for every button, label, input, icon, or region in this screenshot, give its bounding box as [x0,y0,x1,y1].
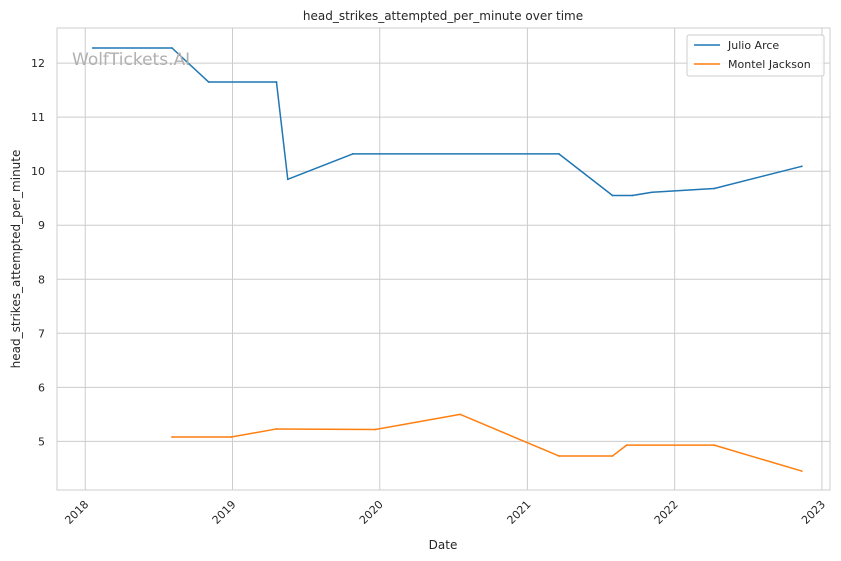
data-point-julio-arce [171,47,173,49]
plot-area [56,27,831,491]
x-tick-label: 2022 [652,498,681,527]
watermark-text: WolfTickets.AI [72,50,190,70]
y-tick-label: 9 [38,219,45,232]
x-tick-label: 2019 [210,498,239,527]
data-point-julio-arce [651,191,653,194]
legend-label-julio-arce: Julio Arce [727,39,779,52]
legend-box [686,34,825,77]
x-tick-label: 2018 [62,498,91,527]
data-point-julio-arce [713,187,716,190]
x-tick-label: 2021 [505,498,534,527]
data-point-montel-jackson [374,428,377,431]
y-tick-label: 7 [38,327,45,340]
x-axis-label: Date [429,538,458,552]
series-line-julio-arce [92,47,802,197]
y-tick-label: 12 [31,57,45,70]
data-point-montel-jackson [275,428,278,430]
data-point-julio-arce [351,153,354,155]
series-line-montel-jackson [171,413,802,472]
y-tick-label: 11 [31,111,45,124]
data-point-julio-arce [275,81,278,83]
data-point-julio-arce [286,178,289,181]
data-point-julio-arce [631,194,634,197]
y-tick-label: 8 [38,273,45,286]
grid-lines [57,28,830,490]
data-point-julio-arce [611,194,614,197]
data-point-julio-arce [92,47,94,49]
y-tick-label: 6 [38,381,45,394]
data-point-montel-jackson [625,444,628,447]
y-tick-label: 10 [31,165,45,178]
data-point-montel-jackson [459,413,461,416]
data-point-montel-jackson [230,436,233,438]
legend-label-montel-jackson: Montel Jackson [728,58,811,71]
data-point-julio-arce [207,81,210,83]
series-lines [92,47,803,472]
data-point-julio-arce [800,165,803,168]
data-point-montel-jackson [557,455,560,457]
data-point-montel-jackson [611,455,614,457]
data-point-montel-jackson [171,436,173,438]
x-tick-label: 2023 [799,498,828,527]
data-point-julio-arce [557,153,560,155]
legend: Julio Arce Montel Jackson [686,34,825,77]
data-point-montel-jackson [800,470,803,472]
y-tick-label: 5 [38,435,45,448]
y-axis-label: head_strikes_attempted_per_minute [9,150,23,369]
data-point-montel-jackson [713,444,716,447]
chart-title: head_strikes_attempted_per_minute over t… [303,9,583,23]
x-tick-label: 2020 [357,498,386,527]
